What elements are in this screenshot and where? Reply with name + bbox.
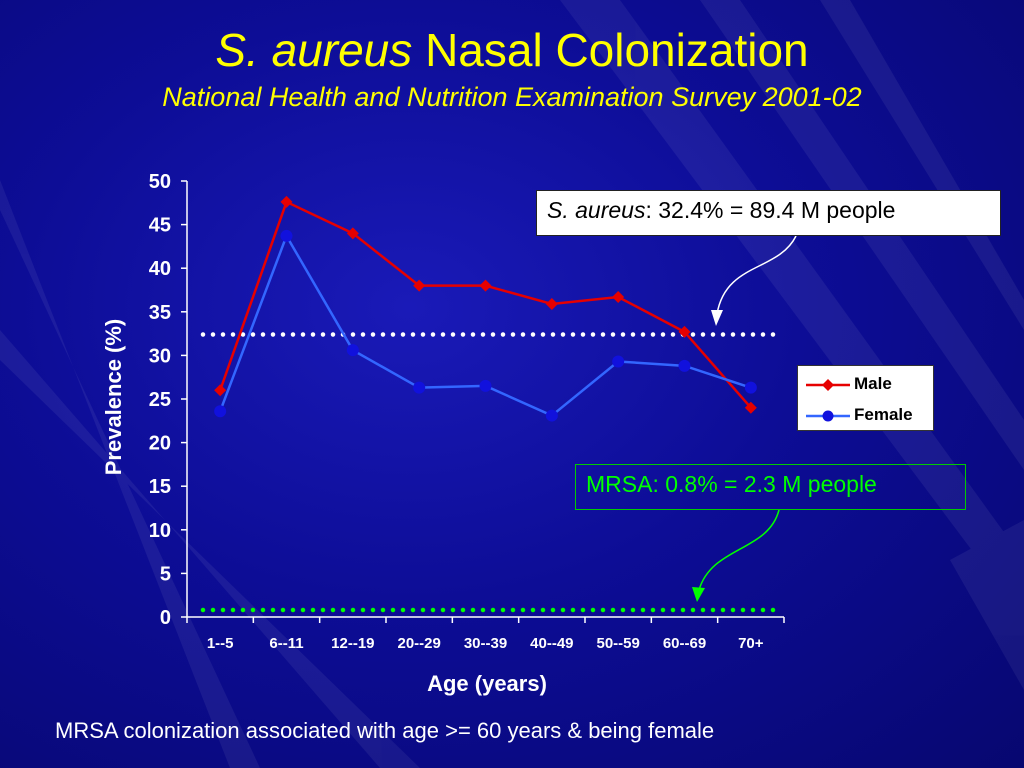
female-series	[214, 229, 757, 422]
chart-axes: 0 5 10 15 20 25 30 35 40 45 50 1--5 6--11 12--19 20--2…	[149, 171, 785, 652]
male-point	[413, 279, 426, 292]
female-point	[479, 379, 492, 392]
male-series	[214, 195, 757, 414]
x-tick-label: 70+	[738, 635, 764, 652]
y-tick-label: 30	[149, 345, 171, 367]
mrsa-callout: MRSA: 0.8% = 2.3 M people	[575, 464, 966, 510]
female-point	[678, 359, 691, 372]
y-tick-label: 40	[149, 258, 171, 280]
male-point	[545, 297, 558, 310]
male-point	[612, 290, 625, 303]
y-tick-label: 20	[149, 433, 171, 455]
female-point	[744, 381, 757, 394]
female-point	[214, 405, 227, 418]
title-italic: S. aureus	[215, 24, 413, 76]
slide-subtitle: National Health and Nutrition Examinatio…	[162, 82, 862, 112]
chart-legend: Male Female	[797, 365, 934, 431]
s-aureus-callout-italic: S. aureus	[547, 197, 646, 223]
footnote: MRSA colonization associated with age >=…	[55, 718, 715, 743]
x-axis-label: Age (years)	[427, 671, 547, 696]
female-point	[280, 229, 293, 242]
mrsa-arrowhead	[692, 587, 705, 602]
x-tick-label: 20--29	[397, 635, 440, 652]
x-tick-label: 50--59	[596, 635, 639, 652]
y-tick-label: 45	[149, 215, 171, 237]
x-tick-label: 30--39	[464, 635, 507, 652]
x-tick-label: 12--19	[331, 635, 374, 652]
callout-arrows	[692, 235, 797, 602]
y-tick-label: 50	[149, 171, 171, 193]
legend-label-male: Male	[854, 374, 892, 393]
male-point	[214, 384, 227, 397]
female-point	[612, 355, 625, 368]
y-tick-label: 35	[149, 302, 171, 324]
female-point	[545, 409, 558, 422]
male-point	[280, 195, 293, 208]
male-legend-swatch	[806, 379, 850, 391]
series-layer	[214, 195, 757, 422]
title-block: S. aureus Nasal Colonization National He…	[0, 22, 1024, 114]
male-point	[744, 401, 757, 414]
s-aureus-arrow	[716, 235, 797, 315]
slide-title: S. aureus Nasal Colonization	[0, 22, 1024, 78]
y-tick-label: 25	[149, 389, 171, 411]
male-point	[346, 227, 359, 240]
x-tick-label: 40--49	[530, 635, 573, 652]
title-rest: Nasal Colonization	[425, 24, 809, 76]
y-tick-label: 5	[160, 563, 171, 585]
x-tick-label: 6--11	[269, 635, 303, 652]
x-tick-label: 60--69	[663, 635, 706, 652]
x-tick-label: 1--5	[207, 635, 234, 652]
male-point	[479, 279, 492, 292]
s-aureus-callout: S. aureus: 32.4% = 89.4 M people	[536, 190, 1001, 236]
y-axis-label: Prevalence (%)	[101, 319, 126, 476]
female-legend-swatch	[806, 410, 850, 422]
male-point	[678, 325, 691, 338]
y-tick-label: 0	[160, 607, 171, 629]
female-point	[413, 381, 426, 394]
mrsa-arrow	[698, 509, 780, 591]
y-tick-label: 15	[149, 476, 171, 498]
s-aureus-callout-rest: : 32.4% = 89.4 M people	[645, 197, 896, 223]
y-tick-label: 10	[149, 520, 171, 542]
female-point	[346, 344, 359, 357]
legend-label-female: Female	[854, 405, 913, 424]
s-aureus-arrowhead	[711, 310, 723, 326]
